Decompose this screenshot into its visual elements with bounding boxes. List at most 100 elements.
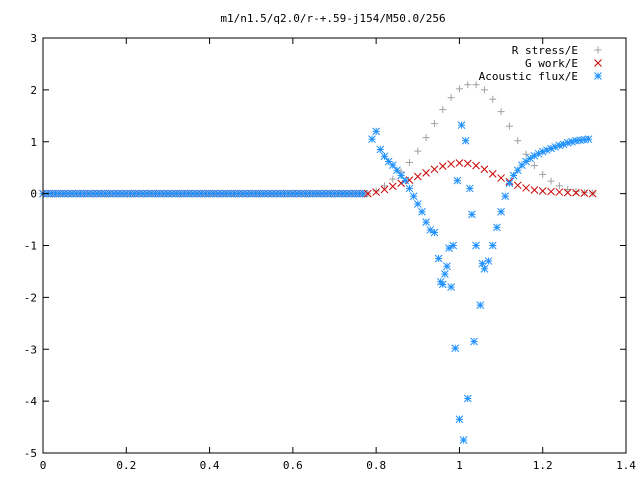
chart-title: m1/n1.5/q2.0/r-+.59-j154/M50.0/256 [220, 12, 445, 25]
data-point [405, 159, 413, 166]
data-point [434, 254, 443, 263]
x-tick-label: 1 [456, 459, 463, 472]
data-point [555, 182, 563, 190]
data-point [588, 189, 597, 198]
data-point [380, 152, 389, 161]
data-point [430, 165, 439, 174]
data-point [497, 174, 505, 182]
data-point [497, 108, 505, 116]
data-point [514, 137, 522, 145]
legend-label: R stress/E [512, 44, 578, 57]
data-point [480, 86, 488, 94]
data-point [505, 122, 513, 130]
legend-marker [594, 72, 602, 80]
x-tick-label: 0 [40, 459, 47, 472]
legend-label: G work/E [525, 57, 578, 70]
data-point [476, 301, 485, 310]
data-point [522, 157, 530, 166]
data-point [538, 187, 547, 195]
data-point [449, 241, 458, 250]
data-point [572, 136, 580, 145]
zero-baseline [39, 189, 368, 198]
series-0 [364, 81, 597, 198]
data-point [393, 166, 401, 175]
data-point [455, 415, 464, 424]
data-point [438, 162, 447, 170]
data-point [497, 207, 505, 216]
x-tick-label: 0.6 [283, 459, 303, 472]
y-tick-label: -1 [24, 240, 37, 253]
data-point [543, 146, 551, 154]
data-point [376, 145, 385, 154]
x-tick-label: 0.4 [200, 459, 220, 472]
data-point [489, 95, 497, 103]
data-point [488, 241, 497, 250]
data-point [580, 189, 589, 197]
data-point [459, 436, 468, 444]
data-point [468, 210, 476, 219]
data-point [443, 262, 451, 271]
data-point [380, 185, 389, 194]
data-point [418, 207, 426, 216]
plot-frame [42, 37, 627, 454]
data-point [389, 175, 397, 183]
data-point [409, 192, 418, 201]
data-point [368, 135, 376, 144]
data-point [405, 184, 414, 193]
y-tick-label: -3 [24, 343, 37, 356]
data-point [372, 127, 380, 136]
y-tick-label: 3 [30, 32, 37, 45]
data-point [563, 138, 572, 147]
legend-marker [594, 59, 602, 67]
data-point [547, 177, 555, 185]
data-point [413, 172, 422, 181]
data-point [572, 188, 580, 197]
data-point [522, 184, 530, 192]
data-point [465, 184, 474, 193]
data-point [439, 106, 447, 114]
data-point [453, 176, 462, 185]
data-point [534, 149, 543, 158]
legend-label: Acoustic flux/E [479, 70, 578, 83]
data-point [539, 170, 547, 178]
x-tick-label: 0.8 [366, 459, 386, 472]
data-point [470, 337, 478, 346]
data-point [472, 241, 480, 250]
series-layer [363, 81, 597, 444]
data-point [505, 179, 514, 188]
data-point [372, 188, 380, 196]
data-point [447, 283, 455, 291]
x-tick-label: 1.4 [616, 459, 636, 472]
data-point [572, 188, 580, 196]
data-point [447, 94, 455, 102]
y-tick-label: -4 [24, 395, 38, 408]
data-point [513, 166, 522, 175]
data-point [493, 223, 501, 232]
data-point [530, 162, 538, 170]
data-point [488, 170, 497, 178]
data-point [484, 257, 493, 265]
data-point [430, 228, 439, 237]
data-point [472, 161, 480, 170]
data-point [422, 169, 430, 177]
data-point [555, 188, 564, 196]
x-tick-label: 1.2 [533, 459, 553, 472]
y-tick-label: -5 [24, 447, 37, 460]
data-point [388, 182, 397, 191]
data-point [455, 85, 463, 93]
data-point [388, 161, 397, 169]
data-point [438, 280, 447, 289]
data-point [422, 218, 430, 227]
data-point [480, 165, 489, 174]
data-point [463, 394, 472, 403]
data-point [530, 186, 539, 194]
data-point [401, 176, 410, 185]
data-point [559, 140, 568, 149]
series-2 [368, 121, 593, 444]
legend-marker [594, 46, 602, 54]
data-point [509, 171, 518, 180]
data-point [422, 134, 430, 142]
data-point [414, 147, 422, 155]
axis-ticks: 0 0.2 0.4 0.6 0.8 1 1.2 1.4 3 2 1 0 -1 -2 -3 -4 -5 [24, 32, 637, 472]
